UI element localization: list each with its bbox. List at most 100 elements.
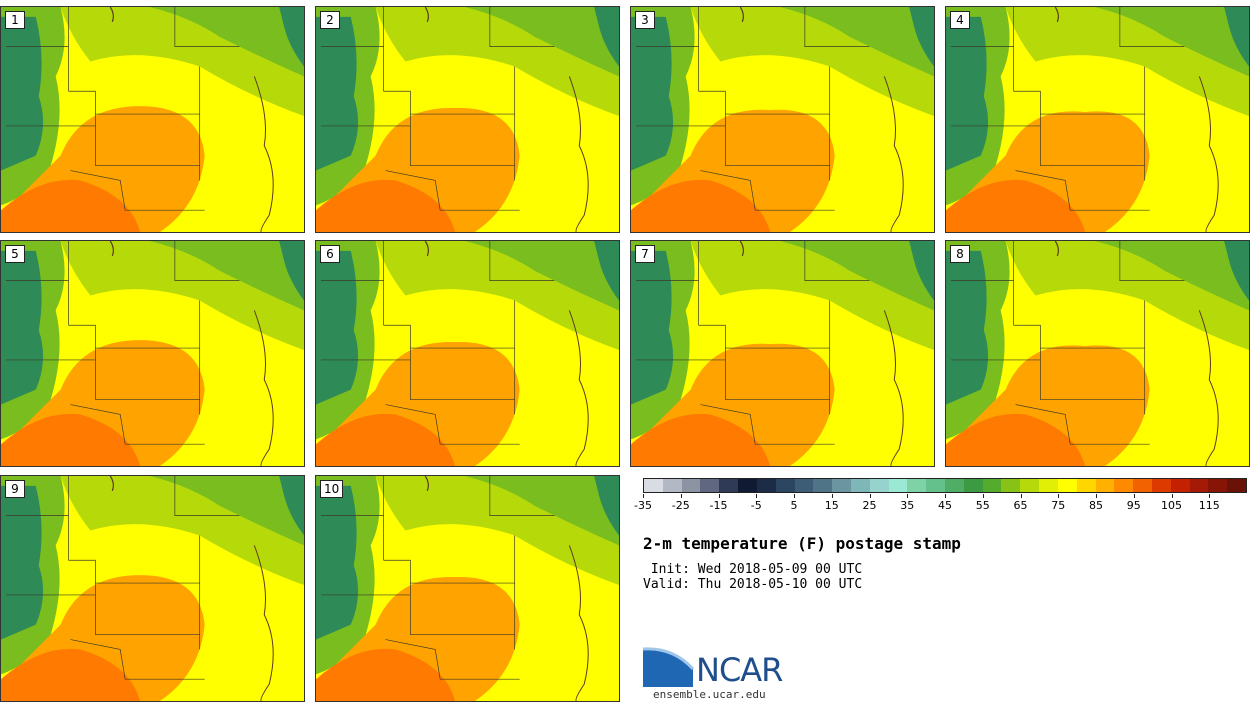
colorbar-swatch: [738, 479, 757, 492]
temperature-map: [1, 241, 304, 466]
colorbar-tick-mark: [680, 494, 682, 498]
colorbar-swatch: [926, 479, 945, 492]
member-number: 9: [5, 480, 25, 498]
member-number: 6: [320, 245, 340, 263]
colorbar-tick-mark: [643, 494, 644, 498]
temperature-map: [631, 7, 934, 232]
member-panel-4[interactable]: 4: [945, 6, 1250, 233]
colorbar-tick-label: 75: [1051, 499, 1066, 512]
member-number: 2: [320, 11, 340, 29]
colorbar-tick-label: -15: [709, 499, 728, 512]
colorbar-swatch: [813, 479, 833, 492]
colorbar-tick-label: 25: [862, 499, 877, 512]
colorbar-swatch: [945, 479, 964, 492]
colorbar-tick-mark: [831, 494, 833, 498]
colorbar-swatch: [1001, 479, 1021, 492]
colorbar-tick-mark: [982, 494, 984, 498]
colorbar-tick-mark: [1058, 494, 1060, 498]
colorbar-tick-label: 35: [900, 499, 915, 512]
colorbar-tick-mark: [945, 494, 946, 498]
colorbar-ticks: -35 -25 -15 -5 5 15 25 35 45 55 65 75 85 95 105 115: [634, 494, 1247, 514]
temperature-map: [631, 241, 934, 466]
colorbar-tick-label: -25: [671, 499, 690, 512]
temperature-map: [316, 241, 619, 466]
ncar-logo-icon: [643, 647, 695, 687]
colorbar-swatch: [756, 479, 776, 492]
colorbar-tick-mark: [718, 494, 720, 498]
colorbar-tick-label: -35: [634, 499, 652, 512]
colorbar-swatch: [794, 479, 814, 492]
colorbar-swatch: [982, 479, 1002, 492]
colorbar-swatch: [1189, 479, 1209, 492]
member-panel-2[interactable]: 2: [315, 6, 620, 233]
colorbar-swatch: [1020, 479, 1040, 492]
colorbar-tick-mark: [756, 494, 758, 498]
member-panel-7[interactable]: 7: [630, 240, 935, 467]
colorbar-swatch: [681, 479, 701, 492]
colorbar-tick-label: 5: [790, 499, 798, 512]
member-panel-3[interactable]: 3: [630, 6, 935, 233]
temperature-map: [1, 476, 304, 701]
colorbar-swatch: [1227, 479, 1246, 492]
member-number: 4: [950, 11, 970, 29]
colorbar-swatch: [700, 479, 720, 492]
member-number: 3: [635, 11, 655, 29]
colorbar-tick-label: 85: [1089, 499, 1103, 512]
colorbar-swatch: [1170, 479, 1190, 492]
colorbar-swatch: [832, 479, 851, 492]
colorbar-tick-mark: [907, 494, 909, 498]
colorbar-swatch: [1114, 479, 1134, 492]
colorbar-tick-mark: [1171, 494, 1173, 498]
member-number: 1: [5, 11, 25, 29]
colorbar-swatch: [869, 479, 889, 492]
colorbar-swatch: [1076, 479, 1096, 492]
colorbar-swatch: [1151, 479, 1171, 492]
member-number: 7: [635, 245, 655, 263]
colorbar-swatch: [1208, 479, 1228, 492]
colorbar-swatch: [644, 479, 663, 492]
logo-text: NCAR: [696, 651, 783, 689]
colorbar-tick-label: 105: [1161, 499, 1182, 512]
colorbar-tick-mark: [1133, 494, 1135, 498]
logo-url[interactable]: ensemble.ucar.edu: [653, 688, 766, 701]
member-number: 8: [950, 245, 970, 263]
member-panel-9[interactable]: 9: [0, 475, 305, 702]
colorbar-tick-mark: [794, 494, 795, 498]
colorbar-tick-label: 15: [824, 499, 839, 512]
colorbar-swatch: [907, 479, 927, 492]
colorbar-swatch: [719, 479, 739, 492]
temperature-map: [946, 241, 1249, 466]
colorbar-tick-mark: [869, 494, 871, 498]
temperature-map: [946, 7, 1249, 232]
colorbar-tick-label: 55: [975, 499, 990, 512]
colorbar-swatch: [1039, 479, 1058, 492]
colorbar-swatch: [662, 479, 682, 492]
colorbar-swatch: [1057, 479, 1077, 492]
plot-title: 2-m temperature (F) postage stamp: [643, 534, 961, 553]
temperature-colorbar: [643, 478, 1247, 493]
temperature-map: [316, 7, 619, 232]
init-time: Init: Wed 2018-05-09 00 UTC: [643, 562, 863, 577]
member-panel-10[interactable]: 10: [315, 475, 620, 702]
temperature-map: [316, 476, 619, 701]
colorbar-swatch: [1095, 479, 1115, 492]
colorbar-tick-label: 115: [1198, 499, 1220, 512]
valid-time: Valid: Thu 2018-05-10 00 UTC: [643, 577, 863, 592]
member-number: 5: [5, 245, 25, 263]
colorbar-tick-label: -5: [750, 499, 762, 512]
colorbar-swatch: [850, 479, 870, 492]
member-panel-8[interactable]: 8: [945, 240, 1250, 467]
colorbar-tick-label: 95: [1126, 499, 1141, 512]
member-panel-6[interactable]: 6: [315, 240, 620, 467]
colorbar-tick-mark: [1209, 494, 1211, 498]
colorbar-swatch: [888, 479, 908, 492]
temperature-map: [1, 7, 304, 232]
colorbar-swatch: [963, 479, 983, 492]
colorbar-swatch: [775, 479, 795, 492]
member-panel-5[interactable]: 5: [0, 240, 305, 467]
colorbar-tick-label: 45: [938, 499, 952, 512]
colorbar-tick-label: 65: [1013, 499, 1028, 512]
colorbar-swatch: [1133, 479, 1152, 492]
member-panel-1[interactable]: 1: [0, 6, 305, 233]
member-number: 10: [320, 480, 344, 498]
